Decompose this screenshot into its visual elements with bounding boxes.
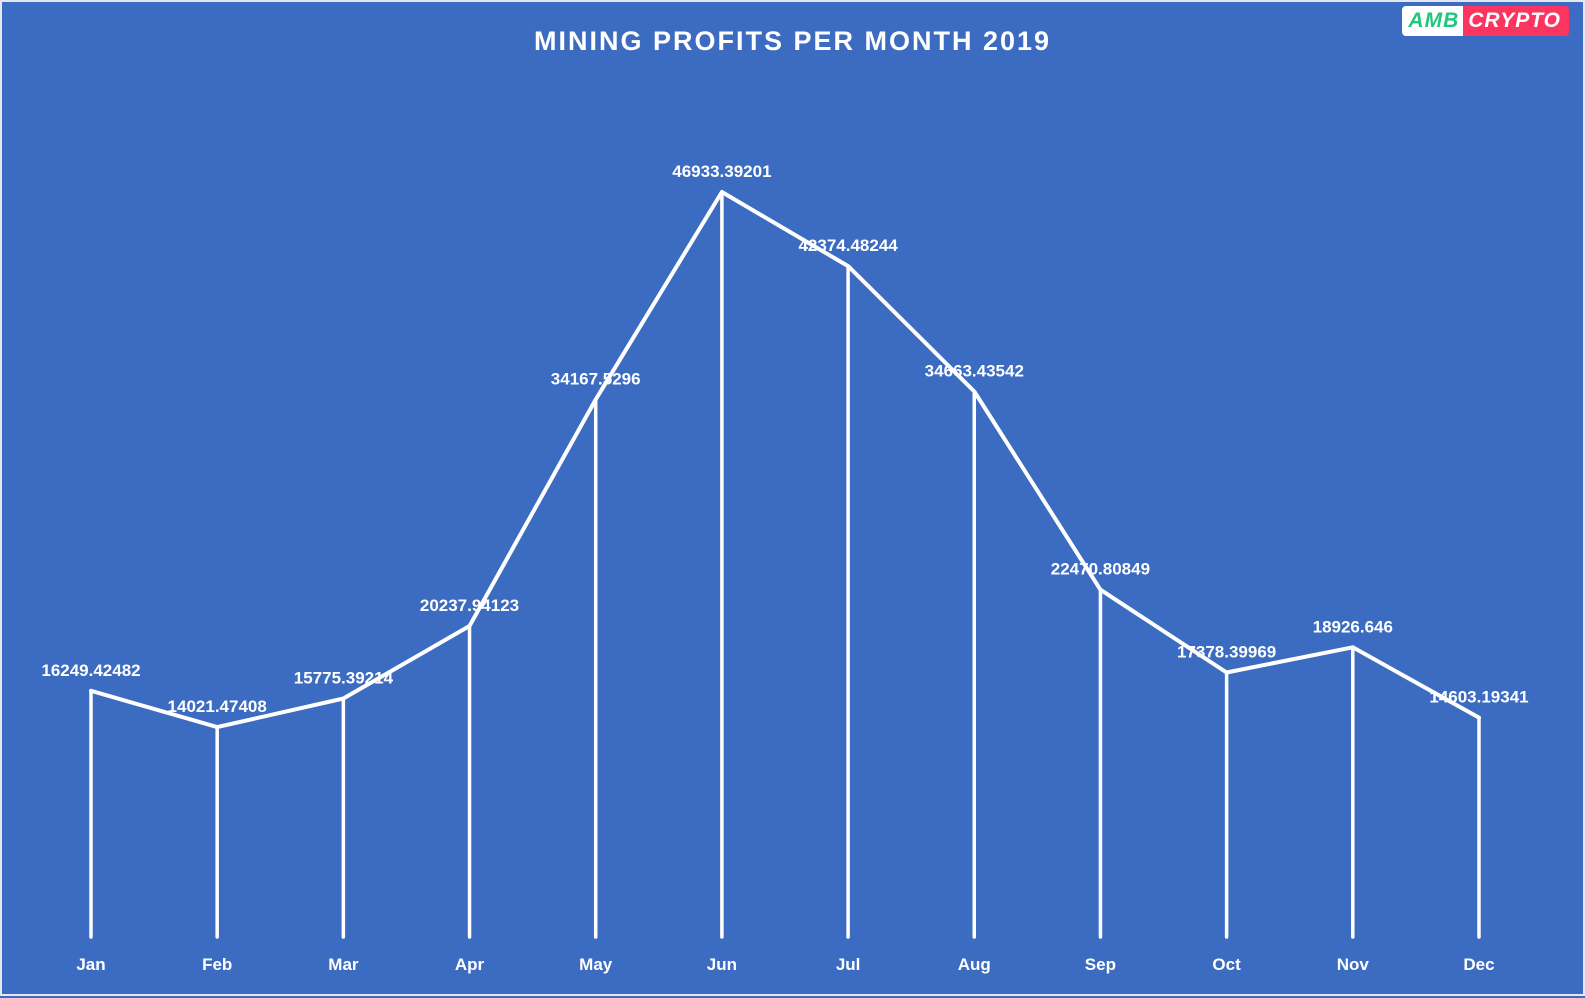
logo-amb-text: AMB [1402,6,1464,36]
value-label-jan: 16249.42482 [41,661,140,680]
value-label-apr: 20237.94123 [420,596,519,615]
month-label-sep: Sep [1085,955,1116,974]
month-label-jun: Jun [707,955,737,974]
value-label-jun: 46933.39201 [672,162,771,181]
month-label-dec: Dec [1463,955,1494,974]
value-label-feb: 14021.47408 [168,697,267,716]
month-label-may: May [579,955,613,974]
value-label-jul: 42374.48244 [798,236,898,255]
month-label-jul: Jul [836,955,861,974]
month-label-nov: Nov [1337,955,1370,974]
month-label-aug: Aug [958,955,991,974]
value-label-oct: 17378.39969 [1177,643,1276,662]
month-label-oct: Oct [1212,955,1241,974]
value-label-may: 34167.5296 [551,370,641,389]
profit-line-series [89,190,1481,730]
month-label-feb: Feb [202,955,232,974]
value-label-sep: 22470.80849 [1051,560,1150,579]
value-label-dec: 14603.19341 [1429,688,1528,707]
month-label-apr: Apr [455,955,485,974]
ambcrypto-logo: AMB CRYPTO [1402,6,1569,36]
month-label-jan: Jan [76,955,105,974]
logo-crypto-text: CRYPTO [1463,6,1569,36]
chart-title: MINING PROFITS PER MONTH 2019 [533,26,1052,56]
month-label-mar: Mar [328,955,359,974]
value-label-aug: 34663.43542 [925,362,1024,381]
value-label-mar: 15775.39214 [294,669,394,688]
value-label-nov: 18926.646 [1313,617,1393,636]
